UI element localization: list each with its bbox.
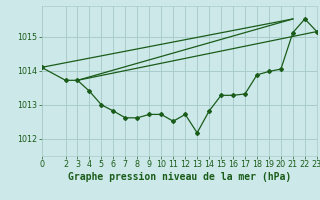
- X-axis label: Graphe pression niveau de la mer (hPa): Graphe pression niveau de la mer (hPa): [68, 172, 291, 182]
